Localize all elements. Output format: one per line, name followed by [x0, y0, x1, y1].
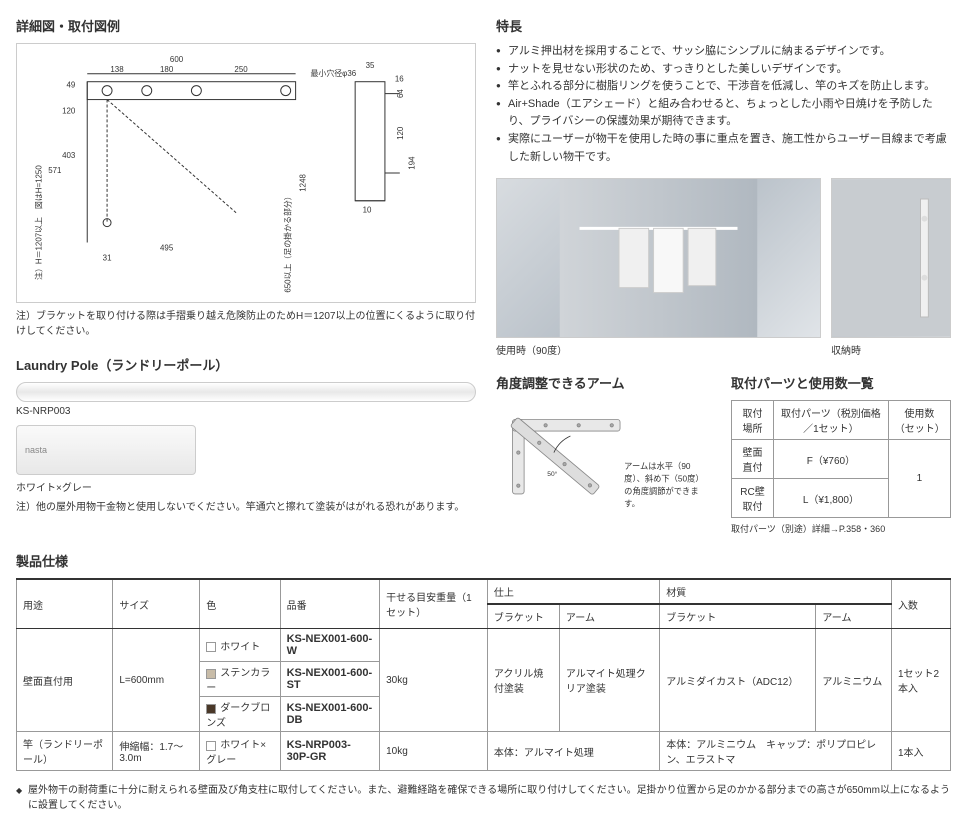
- svg-text:250: 250: [234, 65, 248, 74]
- photo-use-caption: 使用時（90度）: [496, 342, 821, 357]
- features-list: アルミ押出材を採用することで、サッシ脇にシンプルに納まるデザインです。 ナットを…: [496, 43, 951, 166]
- pole-detail-image: nasta: [16, 425, 196, 475]
- angle-title: 角度調整できるアーム: [496, 373, 711, 392]
- parts-th-qty: 使用数（セット）: [888, 401, 950, 440]
- detail-title: 詳細図・取付図例: [16, 16, 476, 35]
- pole-brand: nasta: [25, 445, 47, 455]
- feature-item: ナットを見せない形状のため、すっきりとした美しいデザインです。: [496, 61, 951, 79]
- photo-in-use: [496, 178, 821, 338]
- feature-item: 竿とふれる部分に樹脂リングを使うことで、干渉音を低減し、竿のキズを防止します。: [496, 78, 951, 96]
- feature-item: 実際にユーザーが物干を使用した時の事に重点を置き、施工性からユーザー目線まで考慮…: [496, 131, 951, 166]
- svg-text:注）H＝1207以上 図はH=1250: 注）H＝1207以上 図はH=1250: [34, 165, 44, 280]
- diagram-note: 注）ブラケットを取り付ける際は手摺乗り越え危険防止のためH＝1207以上の位置に…: [16, 309, 476, 339]
- pole-color: ホワイト×グレー: [16, 479, 476, 494]
- svg-text:600: 600: [170, 55, 184, 64]
- svg-text:35: 35: [366, 61, 375, 70]
- color-swatch: [206, 642, 216, 652]
- angle-diagram: 50° アームは水平（90度）、斜め下（50度）の角度調節ができます。: [496, 400, 711, 530]
- photo-stored-caption: 収納時: [831, 342, 951, 357]
- table-row: 壁面直付 F（¥760） 1: [732, 440, 951, 479]
- svg-text:16: 16: [395, 75, 404, 84]
- parts-table: 取付場所 取付パーツ（税別価格／1セット） 使用数（セット） 壁面直付 F（¥7…: [731, 400, 951, 518]
- spec-table: 用途 サイズ 色 品番 干せる目安重量（1セット） 仕上 材質 入数 ブラケット…: [16, 578, 951, 771]
- svg-text:120: 120: [62, 106, 76, 115]
- svg-text:138: 138: [110, 65, 124, 74]
- footer-note: 屋外物干の耐荷重に十分に耐えられる壁面及び角支柱に取付してください。また、避難経…: [16, 783, 951, 813]
- svg-text:571: 571: [48, 166, 62, 175]
- table-row: 竿（ランドリーポール） 伸縮幅：1.7～3.0m ホワイト×グレー KS-NRP…: [17, 732, 951, 771]
- spec-title: 製品仕様: [16, 551, 951, 570]
- svg-text:64: 64: [396, 89, 405, 98]
- parts-th-loc: 取付場所: [732, 401, 774, 440]
- pole-image: [16, 382, 476, 402]
- color-swatch: [206, 704, 216, 714]
- table-row: 壁面直付用 L=600mm ホワイト KS-NEX001-600-W 30kg …: [17, 629, 951, 662]
- pole-model: KS-NRP003: [16, 406, 476, 417]
- svg-text:31: 31: [103, 253, 112, 262]
- parts-note: 取付パーツ（別途）詳細→P.358・360: [731, 522, 951, 535]
- detail-diagram: 600 138 180 250 最小穴径φ36 49 120 403 571 4…: [16, 43, 476, 303]
- svg-text:650以上（足の掛かる部分）: 650以上（足の掛かる部分）: [283, 192, 293, 292]
- features-title: 特長: [496, 16, 951, 35]
- svg-text:495: 495: [160, 243, 174, 252]
- pole-note: 注）他の屋外用物干金物と使用しないでください。竿通穴と擦れて塗装がはがれる恐れが…: [16, 500, 476, 515]
- svg-text:120: 120: [396, 126, 405, 140]
- svg-text:最小穴径φ36: 最小穴径φ36: [311, 68, 357, 78]
- svg-text:1248: 1248: [299, 174, 308, 192]
- color-swatch: [206, 741, 216, 751]
- svg-text:403: 403: [62, 151, 76, 160]
- pole-title: Laundry Pole（ランドリーポール）: [16, 355, 476, 374]
- parts-title: 取付パーツと使用数一覧: [731, 373, 951, 392]
- svg-text:194: 194: [408, 156, 417, 170]
- parts-th-part: 取付パーツ（税別価格／1セット）: [774, 401, 889, 440]
- photo-stored: [831, 178, 951, 338]
- svg-text:50°: 50°: [547, 470, 557, 478]
- angle-text: アームは水平（90度）、斜め下（50度）の角度調節ができます。: [624, 461, 707, 511]
- feature-item: Air+Shade（エアシェード）と組み合わせると、ちょっとした小雨や日焼けを予…: [496, 96, 951, 131]
- color-swatch: [206, 669, 216, 679]
- svg-text:180: 180: [160, 65, 174, 74]
- svg-text:10: 10: [363, 206, 372, 215]
- feature-item: アルミ押出材を採用することで、サッシ脇にシンプルに納まるデザインです。: [496, 43, 951, 61]
- svg-text:49: 49: [67, 81, 76, 90]
